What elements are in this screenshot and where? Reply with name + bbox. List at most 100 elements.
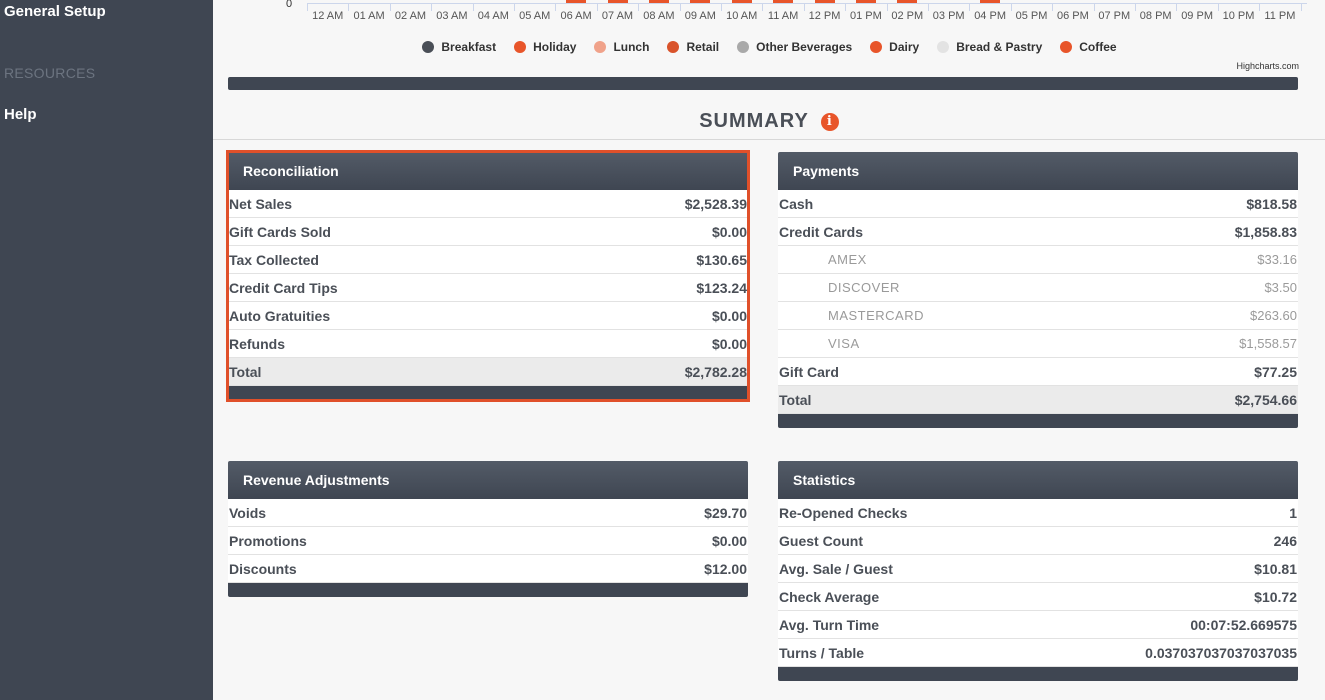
table-row: Tax Collected $130.65: [228, 246, 748, 274]
row-label: Credit Card Tips: [229, 279, 338, 296]
row-value: 00:07:52.669575: [1190, 616, 1297, 633]
legend-label: Breakfast: [441, 40, 497, 54]
row-value: $263.60: [1250, 308, 1297, 323]
table-row-sub: VISA $1,558.57: [778, 330, 1298, 358]
row-label: DISCOVER: [828, 280, 900, 295]
table-row: Turns / Table 0.037037037037037035: [778, 639, 1298, 667]
payments-header: Payments: [778, 152, 1298, 190]
x-axis-tick: [472, 3, 474, 11]
x-axis-tick: [679, 3, 681, 11]
row-value: $818.58: [1246, 195, 1297, 212]
row-value: 1: [1289, 504, 1297, 521]
reconciliation-header: Reconciliation: [228, 152, 748, 190]
legend-label: Lunch: [613, 40, 650, 54]
x-axis-tick-label: 04 PM: [974, 10, 1006, 22]
x-axis-tick-label: 06 AM: [560, 10, 592, 22]
row-label: Gift Card: [779, 363, 839, 380]
legend-item[interactable]: Dairy: [870, 40, 919, 54]
x-axis-tick-label: 08 PM: [1139, 10, 1172, 22]
x-axis-tick-label: 03 PM: [932, 10, 965, 22]
table-row: Voids $29.70: [228, 499, 748, 527]
legend-item[interactable]: Retail: [667, 40, 719, 54]
x-axis-tick-label: 11 PM: [1264, 10, 1296, 22]
sidebar-item-general-setup[interactable]: General Setup: [4, 3, 106, 20]
summary-title: SUMMARY: [699, 110, 809, 132]
chart-bar[interactable]: [566, 0, 587, 3]
chart-bar[interactable]: [731, 0, 752, 3]
total-label: Total: [229, 363, 262, 380]
row-label: Promotions: [229, 532, 307, 549]
row-label: Avg. Turn Time: [779, 616, 880, 633]
table-row-sub: AMEX $33.16: [778, 246, 1298, 274]
revenue-adjustments-header: Revenue Adjustments: [228, 461, 748, 499]
summary-divider: [213, 139, 1325, 140]
legend-item[interactable]: Breakfast: [422, 40, 496, 54]
chart-bar[interactable]: [773, 0, 794, 3]
row-value: $0.00: [711, 223, 747, 240]
x-axis-tick: [514, 3, 515, 11]
table-row: Cash $818.58: [778, 190, 1298, 218]
total-row: Total $2,782.28: [228, 358, 748, 386]
statistics-panel: Statistics Re-Opened Checks 1 Guest Count…: [778, 461, 1298, 681]
x-axis-tick: [1217, 3, 1219, 11]
chart-bar[interactable]: [607, 0, 628, 3]
revenue-adjustments-rows: Voids $29.70 Promotions $0.00 Discounts $12…: [228, 499, 748, 583]
legend-label: Retail: [686, 40, 720, 54]
legend-item[interactable]: Lunch: [594, 40, 649, 54]
row-label: Turns / Table: [779, 644, 865, 661]
main-content: 0 12 AM 01 AM 02 AM 03 AM 04 AM 05 AM 06 AM 07 …: [213, 0, 1325, 700]
legend-marker-icon: [667, 41, 680, 53]
x-axis-tick: [638, 3, 640, 11]
x-axis-tick-label: 12 AM: [312, 10, 344, 22]
table-row: Gift Cards Sold $0.00: [228, 218, 748, 246]
x-axis-tick-label: 02 PM: [891, 10, 924, 22]
chart-bar[interactable]: [690, 0, 711, 3]
table-row: Re-Opened Checks 1: [778, 499, 1298, 527]
sidebar-item-help[interactable]: Help: [4, 106, 37, 123]
row-value: $0.00: [711, 307, 747, 324]
legend-item[interactable]: Other Beverages: [737, 40, 852, 54]
chart-bar[interactable]: [648, 0, 669, 3]
row-label: Gift Cards Sold: [229, 223, 331, 240]
row-label: Check Average: [779, 588, 880, 605]
row-value: 0.037037037037037035: [1145, 644, 1297, 661]
legend-item[interactable]: Bread & Pastry: [937, 40, 1042, 54]
table-row: Check Average $10.72: [778, 583, 1298, 611]
row-value: $2,528.39: [684, 195, 747, 212]
legend-item[interactable]: Holiday: [514, 40, 576, 54]
panel-footer: [228, 386, 748, 400]
legend-item[interactable]: Coffee: [1060, 40, 1117, 54]
total-row: Total $2,754.66: [778, 386, 1298, 414]
row-label: Guest Count: [779, 532, 863, 549]
x-axis-tick-label: 04 AM: [477, 10, 509, 22]
x-axis-tick: [389, 3, 391, 11]
chart-credits[interactable]: Highcharts.com: [1236, 61, 1299, 71]
table-row-sub: MASTERCARD $263.60: [778, 302, 1298, 330]
row-value: $10.72: [1254, 588, 1297, 605]
x-axis-tick-label: 02 AM: [394, 10, 427, 22]
row-value: $29.70: [704, 504, 747, 521]
x-axis-tick: [1135, 3, 1136, 11]
table-row: Gift Card $77.25: [778, 358, 1298, 386]
chart-bar[interactable]: [855, 0, 876, 3]
sidebar: General Setup RESOURCES Help: [0, 0, 213, 700]
row-value: $123.24: [696, 279, 747, 296]
chart-bar[interactable]: [814, 0, 835, 3]
info-icon[interactable]: i: [820, 113, 839, 131]
chart-bar[interactable]: [897, 0, 918, 3]
legend-label: Holiday: [533, 40, 577, 54]
x-axis-tick-label: 10 PM: [1222, 10, 1255, 22]
table-row: Avg. Sale / Guest $10.81: [778, 555, 1298, 583]
x-axis-tick: [721, 3, 722, 11]
x-axis-tick: [969, 3, 971, 11]
table-row: Avg. Turn Time 00:07:52.669575: [778, 611, 1298, 639]
legend-marker-icon: [422, 41, 435, 53]
row-label: MASTERCARD: [828, 308, 925, 323]
panel-footer: [778, 414, 1298, 428]
total-label: Total: [779, 391, 812, 408]
legend-marker-icon: [870, 41, 883, 53]
chart-bar[interactable]: [980, 0, 1001, 3]
x-axis-tick: [431, 3, 433, 11]
x-axis-tick-label: 06 PM: [1056, 10, 1089, 22]
x-axis-tick-label: 05 PM: [1015, 10, 1048, 22]
